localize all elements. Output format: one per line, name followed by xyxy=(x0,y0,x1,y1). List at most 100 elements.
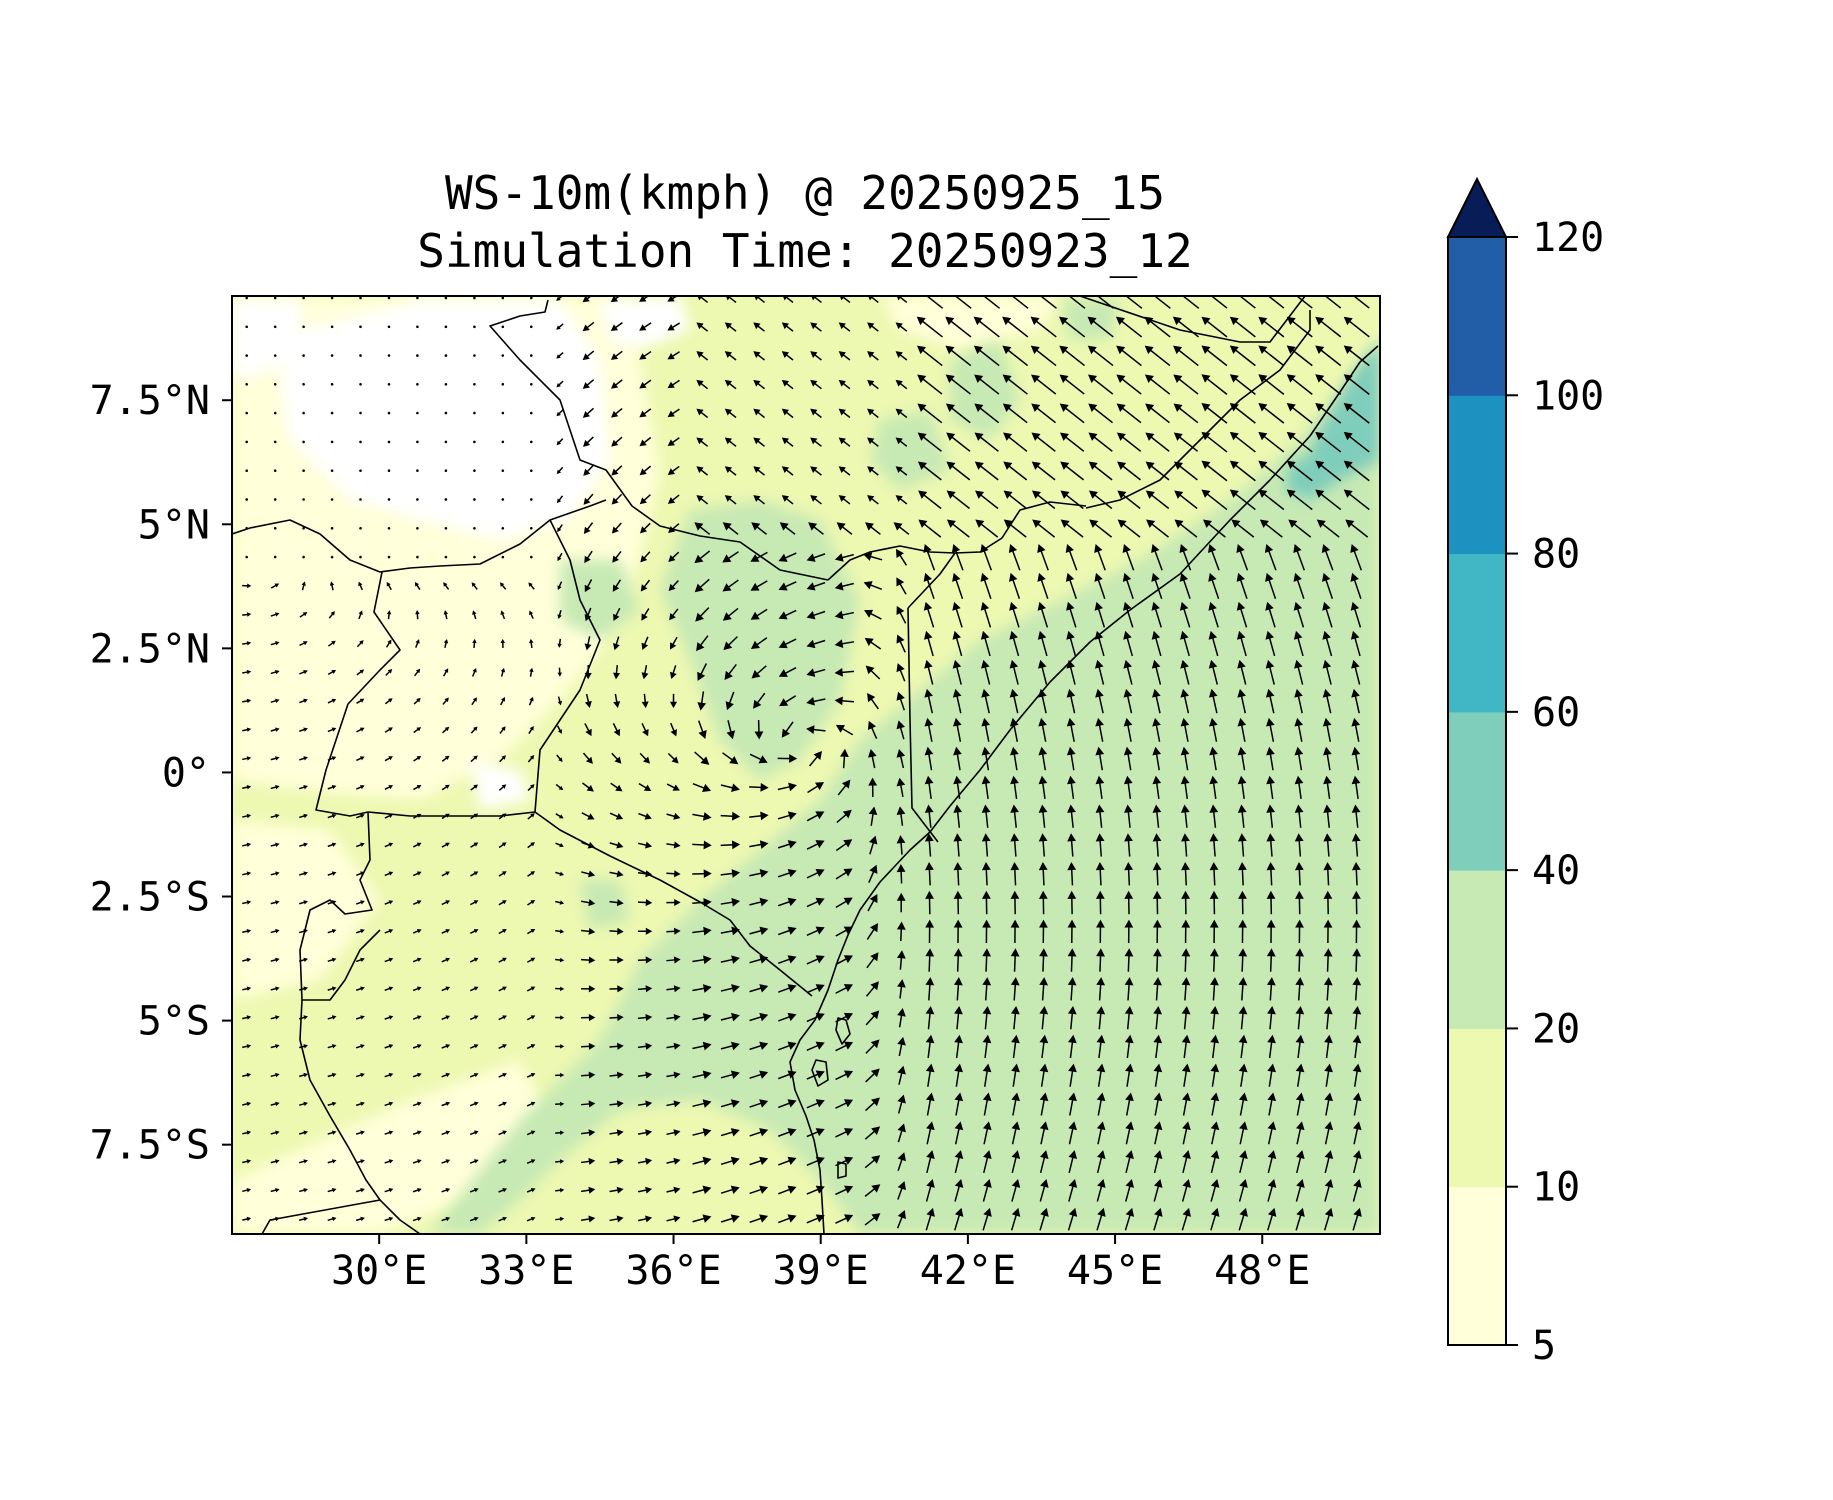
wind-arrow xyxy=(724,351,737,361)
wind-arrow xyxy=(1152,862,1162,886)
wind-arrow xyxy=(1295,1121,1305,1145)
wind-arrow xyxy=(1010,775,1019,799)
wind-arrow xyxy=(953,890,963,915)
wind-arrow xyxy=(1144,374,1171,395)
wind-arrow xyxy=(1265,572,1277,599)
wind-arrow xyxy=(1066,688,1076,714)
wind-arrow xyxy=(556,380,564,388)
wind-arrow xyxy=(1238,1207,1248,1231)
wind-arrow xyxy=(1210,1207,1220,1231)
wind-arrow xyxy=(1208,630,1219,657)
wind-arrow xyxy=(1209,775,1219,799)
wind-arrow xyxy=(1010,1005,1020,1030)
wind-arrow xyxy=(724,663,737,680)
wind-arrow xyxy=(1351,833,1361,857)
wind-arrow xyxy=(666,1071,681,1079)
colorbar-segment xyxy=(1448,870,1506,1029)
wind-arrow xyxy=(384,756,393,762)
wind-arrow xyxy=(1124,1034,1134,1059)
wind-arrow xyxy=(270,929,280,934)
wind-arrow xyxy=(1009,688,1019,714)
wind-arrow xyxy=(412,1072,422,1078)
wind-arrow xyxy=(720,1070,740,1079)
wind-arrow xyxy=(838,466,851,476)
wind-arrow xyxy=(529,411,533,415)
colorbar-segment xyxy=(1448,1028,1506,1188)
wind-arrow xyxy=(1201,460,1228,482)
wind-arrow xyxy=(924,746,934,771)
wind-arrow xyxy=(666,812,681,820)
wind-arrow xyxy=(667,465,680,475)
wind-arrow xyxy=(1096,1179,1106,1202)
wind-arrow xyxy=(242,756,252,761)
wind-arrow xyxy=(1039,948,1048,972)
colorbar-segment xyxy=(1448,1186,1506,1346)
wind-arrow xyxy=(694,522,711,535)
wind-arrow xyxy=(749,869,769,878)
wind-arrow xyxy=(1038,688,1047,714)
wind-arrow xyxy=(639,379,652,389)
wind-arrow xyxy=(1286,316,1313,338)
wind-arrow xyxy=(299,1188,308,1193)
wind-arrow xyxy=(384,1188,394,1193)
wind-arrow xyxy=(299,986,308,991)
wind-arrow xyxy=(1039,919,1048,944)
wind-arrow xyxy=(864,1213,881,1226)
wind-arrow xyxy=(946,490,971,510)
wind-arrow xyxy=(725,691,735,711)
wind-arrow xyxy=(926,1150,935,1174)
wind-arrow xyxy=(924,775,934,799)
wind-arrow xyxy=(638,782,652,792)
wind-arrow xyxy=(952,717,962,742)
wind-arrow xyxy=(1286,489,1313,511)
wind-arrow xyxy=(952,630,963,657)
wind-arrow xyxy=(838,437,851,447)
wind-arrow xyxy=(1181,919,1191,944)
wind-arrow xyxy=(1174,519,1198,538)
wind-arrow xyxy=(1096,1121,1106,1145)
wind-arrow xyxy=(1125,1150,1134,1174)
wind-arrow xyxy=(302,526,305,530)
wind-arrow xyxy=(270,900,280,905)
wind-arrow xyxy=(526,1216,536,1222)
wind-arrow xyxy=(441,755,450,762)
wind-arrow xyxy=(470,900,479,906)
wind-arrow xyxy=(471,697,477,706)
wind-arrow xyxy=(835,1012,854,1023)
wind-arrow xyxy=(1323,746,1332,771)
wind-arrow xyxy=(893,522,910,535)
wind-arrow xyxy=(722,579,739,592)
wind-arrow xyxy=(1088,461,1113,481)
wind-arrow xyxy=(416,555,419,559)
wind-arrow xyxy=(835,839,853,852)
wind-arrow xyxy=(302,411,305,415)
wind-arrow xyxy=(1038,890,1048,915)
wind-arrow xyxy=(442,668,449,677)
wind-arrow xyxy=(270,842,280,847)
wind-arrow xyxy=(441,986,451,992)
colorbar-tick-label: 10 xyxy=(1532,1165,1580,1211)
wind-arrow xyxy=(327,785,337,790)
wind-arrow xyxy=(613,636,620,651)
wind-arrow xyxy=(982,1092,992,1116)
wind-arrow xyxy=(925,1092,935,1116)
colorbar-tick-label: 5 xyxy=(1532,1323,1556,1369)
wind-arrow xyxy=(777,1012,797,1022)
wind-arrow xyxy=(327,929,337,934)
wind-arrow xyxy=(270,1216,280,1222)
wind-arrow xyxy=(498,813,507,820)
wind-arrow xyxy=(666,898,681,907)
wind-arrow xyxy=(639,350,652,360)
wind-arrow xyxy=(1323,890,1333,915)
wind-arrow xyxy=(669,693,678,709)
wind-arrow xyxy=(1236,544,1249,571)
wind-arrow xyxy=(444,354,448,357)
wind-arrow xyxy=(242,641,252,646)
wind-arrow xyxy=(556,409,564,417)
wind-arrow xyxy=(1258,296,1285,309)
wind-arrow xyxy=(1095,746,1105,771)
wind-arrow xyxy=(273,354,277,357)
wind-arrow xyxy=(327,727,337,733)
wind-arrow xyxy=(1296,1150,1305,1174)
wind-arrow xyxy=(1180,775,1190,799)
